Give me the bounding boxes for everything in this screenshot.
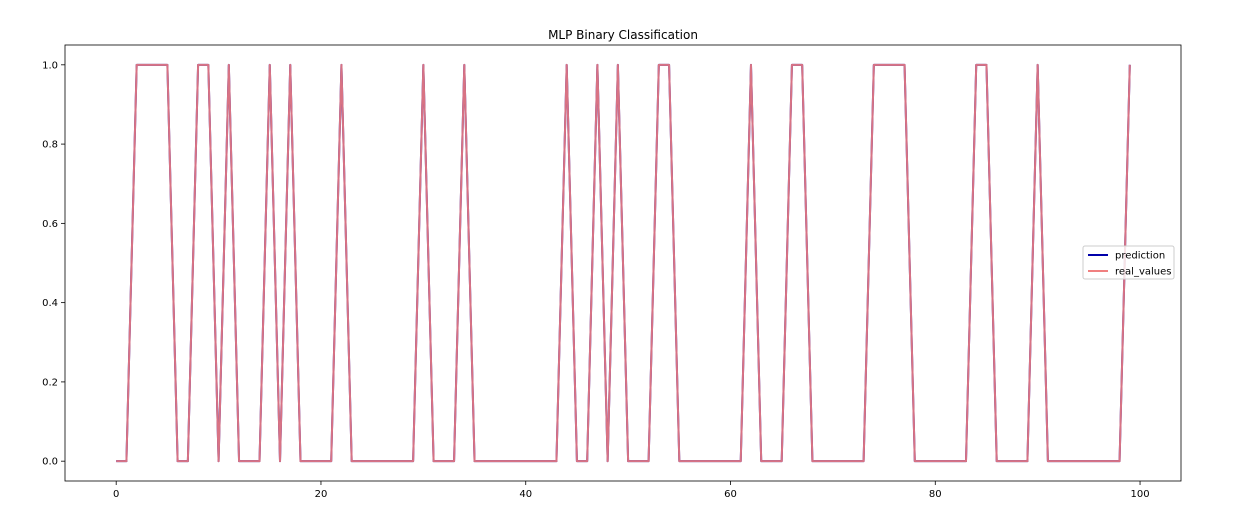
x-tick-label: 0 xyxy=(113,489,119,500)
x-tick-label: 40 xyxy=(519,489,532,500)
plot-frame xyxy=(64,44,1182,482)
x-axis: 0 20 40 60 80 100 xyxy=(113,481,1150,500)
legend-label-prediction: prediction xyxy=(1115,251,1165,262)
y-tick-label: 0.6 xyxy=(42,219,58,230)
y-tick-label: 1.0 xyxy=(42,60,58,71)
legend-label-real-values: real_values xyxy=(1115,267,1171,278)
y-tick-label: 0.0 xyxy=(42,457,58,468)
x-tick-label: 80 xyxy=(929,489,942,500)
legend: prediction real_values xyxy=(1082,245,1175,280)
y-axis: 0.0 0.2 0.4 0.6 0.8 1.0 xyxy=(42,60,65,468)
y-tick-label: 0.8 xyxy=(42,140,58,151)
plot-area xyxy=(64,44,1182,482)
x-tick-label: 60 xyxy=(724,489,737,500)
chart-title: MLP Binary Classification xyxy=(548,28,698,42)
x-tick-label: 100 xyxy=(1130,489,1149,500)
series-line-real-values xyxy=(116,63,1131,463)
x-tick-label: 20 xyxy=(315,489,328,500)
y-tick-label: 0.2 xyxy=(42,377,58,388)
y-tick-label: 0.4 xyxy=(42,298,58,309)
